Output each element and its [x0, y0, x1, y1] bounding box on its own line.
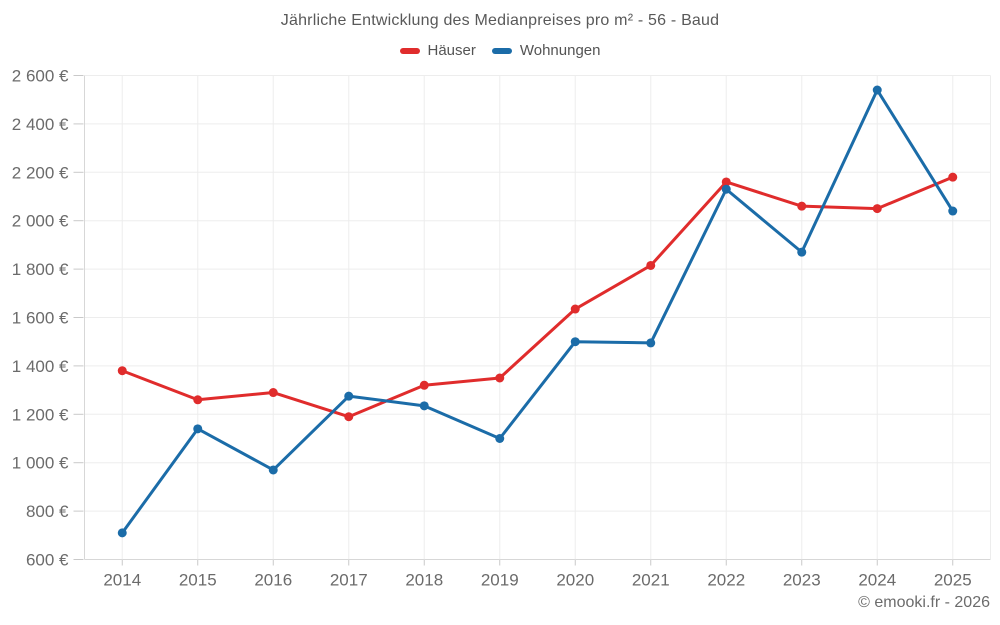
x-tick-label: 2017	[330, 571, 368, 590]
data-point-wohnungen-2019[interactable]	[495, 434, 505, 443]
data-point-wohnungen-2022[interactable]	[721, 184, 731, 194]
y-tick-label: 1 000 €	[12, 454, 69, 473]
x-tick-label: 2018	[405, 571, 443, 590]
data-point-wohnungen-2016[interactable]	[268, 465, 278, 475]
legend-swatch-wohnungen-icon	[491, 47, 512, 54]
series-line-wohnungen	[120, 88, 955, 535]
x-tick-label: 2015	[179, 571, 217, 590]
y-tick-label: 1 800 €	[12, 260, 69, 279]
data-point-haeuser-2024[interactable]	[872, 204, 882, 214]
x-tick-label: 2020	[556, 571, 594, 590]
legend-swatch-haeuser-icon	[399, 47, 420, 54]
legend-label-haeuser: Häuser	[427, 42, 476, 59]
data-point-haeuser-2018[interactable]	[419, 380, 429, 390]
x-tick-label: 2016	[254, 571, 292, 590]
legend-label-wohnungen: Wohnungen	[519, 42, 601, 59]
chart-title: Jährliche Entwicklung des Medianpreises …	[280, 12, 720, 29]
copyright-footer: © emooki.fr - 2026	[858, 594, 990, 611]
data-point-wohnungen-2020[interactable]	[570, 337, 580, 347]
y-tick-label: 1 400 €	[12, 357, 69, 376]
data-point-haeuser-2020[interactable]	[570, 304, 580, 314]
data-point-haeuser-2025[interactable]	[948, 172, 958, 182]
data-point-wohnungen-2017[interactable]	[344, 391, 354, 401]
y-tick-label: 1 200 €	[12, 405, 69, 424]
data-point-haeuser-2021[interactable]	[646, 260, 656, 270]
data-point-haeuser-2022[interactable]	[721, 177, 731, 187]
x-tick-label: 2023	[783, 571, 821, 590]
x-tick-label: 2014	[103, 571, 141, 590]
y-tick-label: 2 000 €	[12, 212, 69, 231]
series-line-haeuser	[120, 175, 955, 419]
y-tick-label: 600 €	[26, 551, 69, 570]
data-point-wohnungen-2024[interactable]	[872, 85, 882, 95]
data-point-haeuser-2023[interactable]	[797, 201, 807, 211]
y-tick-label: 1 600 €	[12, 309, 69, 328]
data-point-haeuser-2014[interactable]	[117, 366, 127, 376]
data-point-wohnungen-2014[interactable]	[117, 528, 127, 538]
y-tick-label: 2 600 €	[12, 67, 69, 86]
x-tick-label: 2024	[858, 571, 896, 590]
legend-item-haeuser[interactable]: Häuser	[399, 42, 476, 59]
x-tick-label: 2022	[707, 571, 745, 590]
x-tick-label: 2025	[934, 571, 972, 590]
data-point-haeuser-2017[interactable]	[344, 412, 354, 422]
x-tick-label: 2021	[632, 571, 670, 590]
data-point-haeuser-2015[interactable]	[193, 395, 203, 405]
data-point-haeuser-2019[interactable]	[495, 373, 505, 383]
y-tick-label: 2 200 €	[12, 163, 69, 182]
data-point-wohnungen-2023[interactable]	[797, 247, 807, 257]
chart-legend: Häuser Wohnungen	[0, 42, 1000, 59]
data-point-wohnungen-2018[interactable]	[419, 401, 429, 411]
data-point-wohnungen-2015[interactable]	[193, 424, 203, 434]
y-tick-label: 2 400 €	[12, 115, 69, 134]
legend-item-wohnungen[interactable]: Wohnungen	[491, 42, 601, 59]
data-point-wohnungen-2025[interactable]	[948, 206, 958, 216]
y-tick-label: 800 €	[26, 502, 69, 521]
data-point-wohnungen-2021[interactable]	[646, 338, 656, 348]
x-tick-label: 2019	[481, 571, 519, 590]
data-point-haeuser-2016[interactable]	[268, 388, 278, 398]
